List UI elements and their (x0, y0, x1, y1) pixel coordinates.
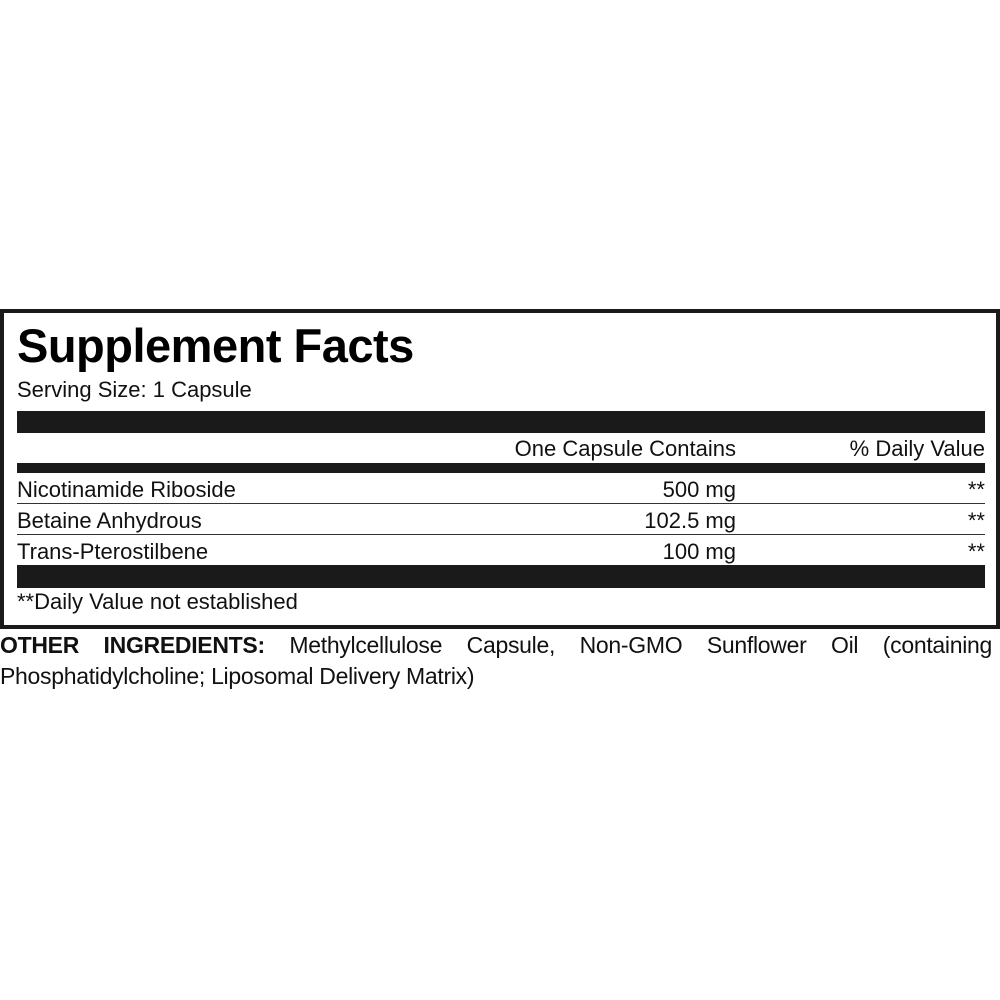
ingredient-dv: ** (967, 539, 985, 564)
supplement-facts-panel (0, 309, 1000, 629)
serving-size: Serving Size: 1 Capsule (17, 377, 252, 402)
other-ingredients-heading: OTHER INGREDIENTS: (0, 632, 265, 658)
daily-value-column-header: % Daily Value (849, 436, 985, 461)
ingredient-amount: 500 mg (662, 477, 736, 502)
ingredient-amount: 100 mg (662, 539, 736, 564)
ingredient-dv: ** (967, 508, 985, 533)
other-ingredients-text: Methylcellulose Capsule, Non-GMO Sunflow… (0, 632, 992, 689)
ingredient-dv: ** (967, 477, 985, 502)
row-divider (17, 503, 985, 504)
other-ingredients: OTHER INGREDIENTS: Methylcellulose Capsu… (0, 630, 992, 692)
ingredient-amount: 102.5 mg (644, 508, 736, 533)
ingredient-name: Betaine Anhydrous (17, 508, 202, 533)
ingredient-name: Trans-Pterostilbene (17, 539, 209, 564)
footnote: **Daily Value not established (17, 589, 298, 614)
amount-column-header: One Capsule Contains (514, 436, 736, 461)
ingredient-name: Nicotinamide Riboside (17, 477, 236, 502)
thick-divider (17, 411, 985, 433)
thick-divider (17, 565, 985, 588)
medium-divider (17, 463, 985, 473)
panel-title: Supplement Facts (17, 319, 414, 372)
row-divider (17, 534, 985, 535)
